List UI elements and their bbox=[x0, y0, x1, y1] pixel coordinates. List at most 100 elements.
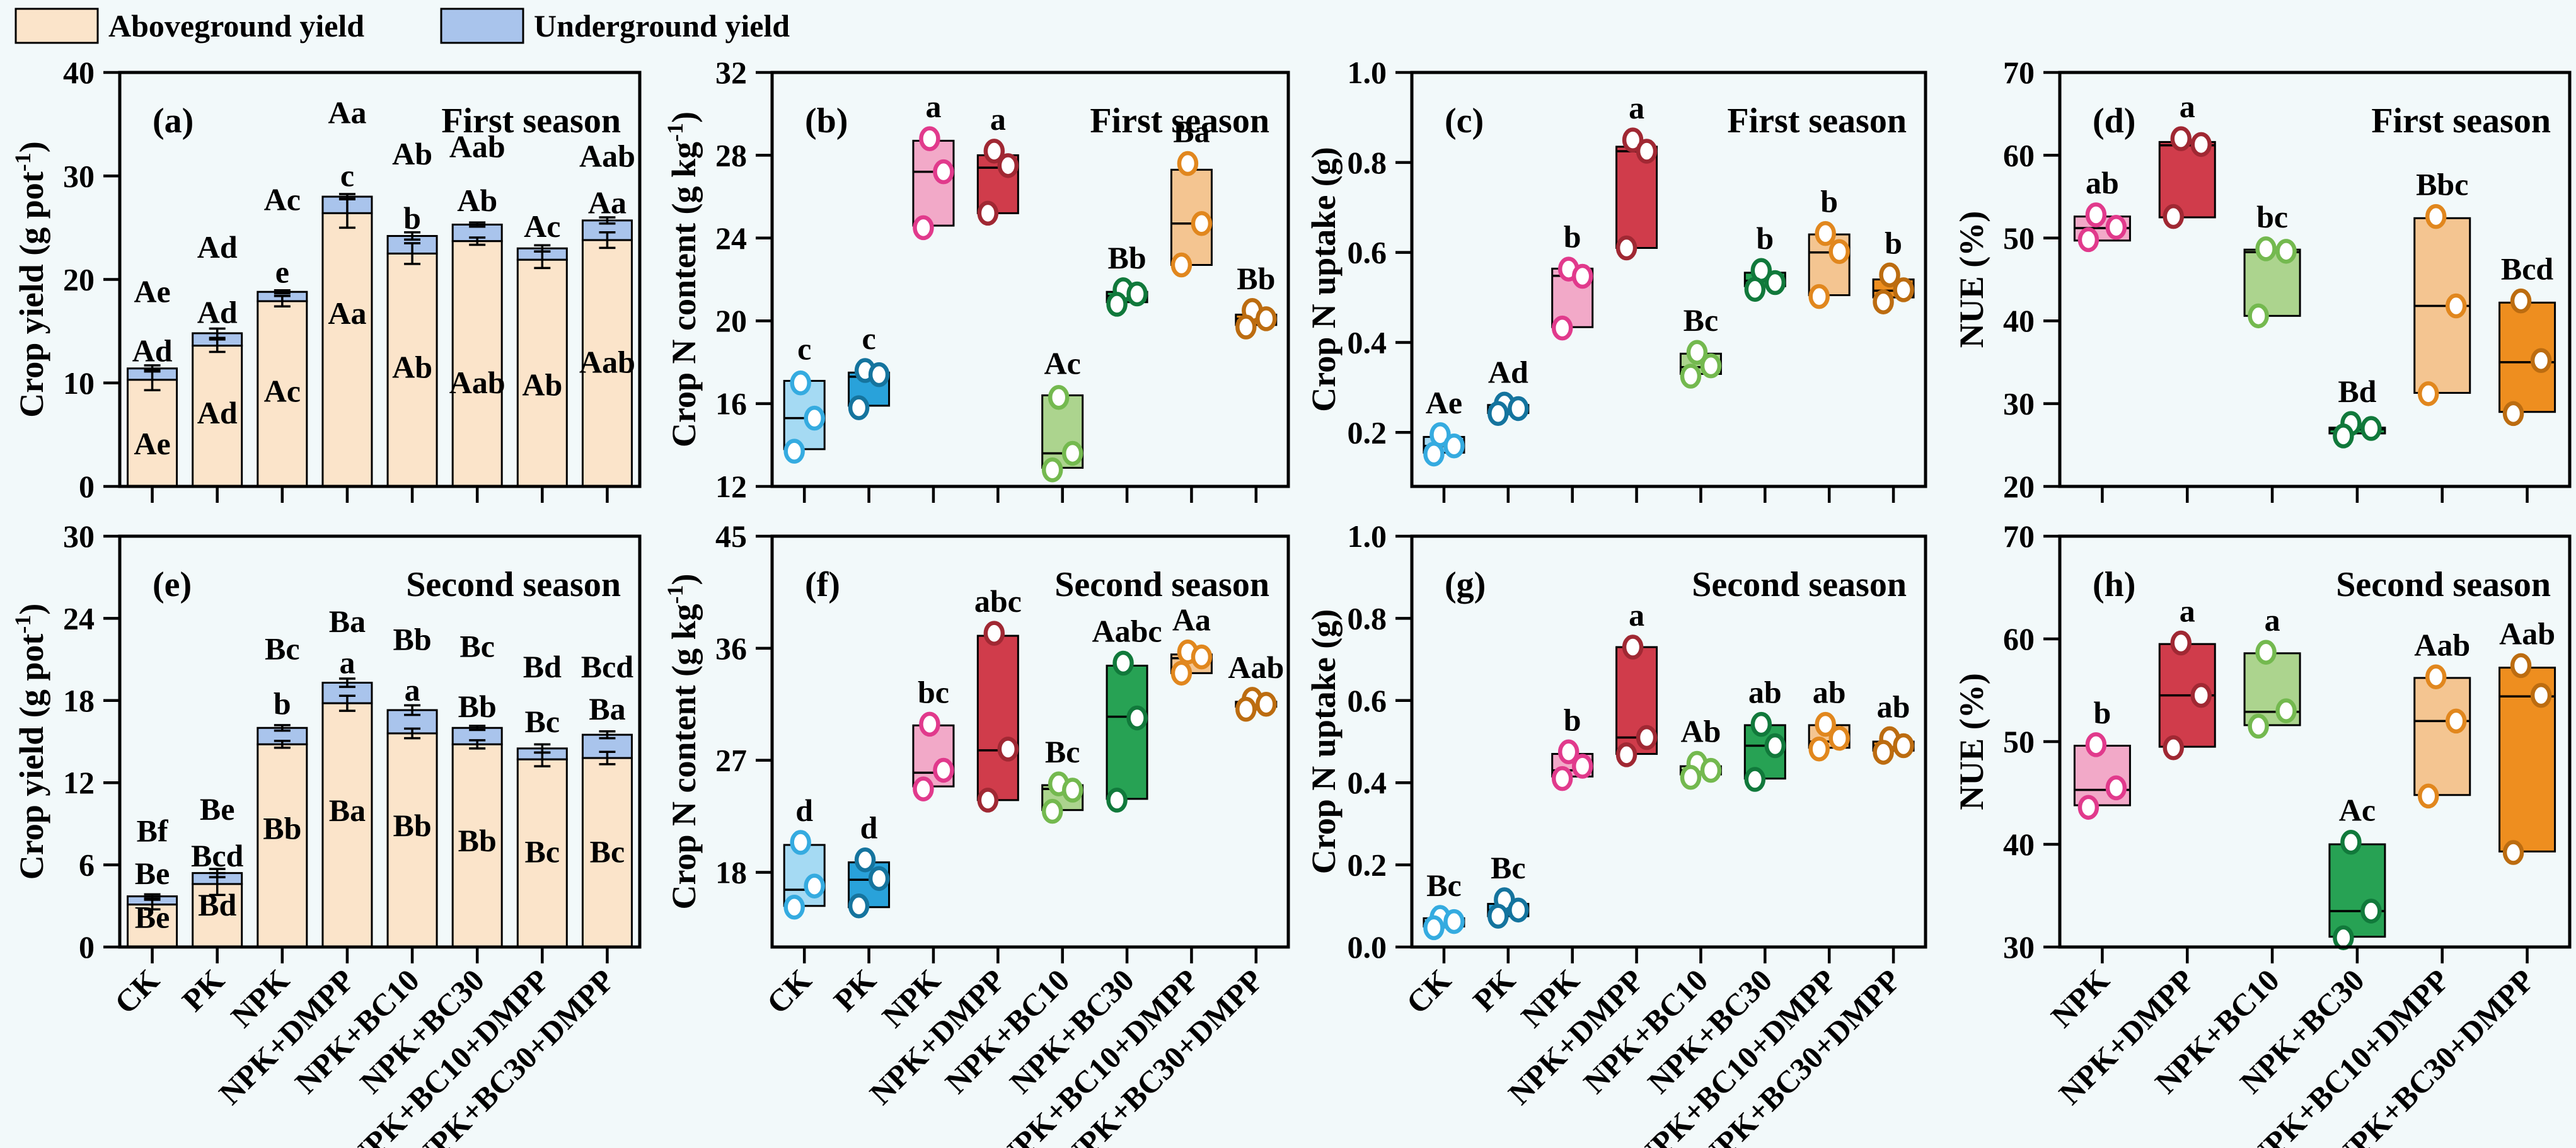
bar-aboveground bbox=[516, 258, 568, 488]
data-point bbox=[1700, 757, 1722, 783]
sig-label-inside: Bd bbox=[198, 887, 236, 922]
season-label: Second season bbox=[1692, 565, 1907, 604]
data-point bbox=[1808, 736, 1830, 762]
x-tick-label: CK bbox=[1399, 962, 1458, 1021]
data-point bbox=[2510, 653, 2532, 679]
data-point bbox=[1235, 314, 1257, 340]
data-point bbox=[2190, 132, 2212, 158]
data-point bbox=[1423, 915, 1445, 941]
y-tick-label: 0 bbox=[79, 469, 95, 504]
panel-letter: (e) bbox=[153, 565, 192, 604]
x-tick-label: NPK bbox=[2044, 962, 2116, 1034]
data-point bbox=[1106, 788, 1128, 813]
panel-letter: (d) bbox=[2093, 101, 2135, 141]
data-point bbox=[2425, 664, 2447, 690]
season-label: First season bbox=[441, 101, 621, 141]
y-axis-label: NUE (%) bbox=[1953, 211, 1990, 348]
panel-letter: (a) bbox=[153, 101, 193, 141]
panel-letter: (c) bbox=[1445, 101, 1484, 141]
sig-label-low: c bbox=[340, 158, 354, 193]
y-axis-label-text: Crop yield (g pot bbox=[13, 171, 50, 418]
data-point bbox=[1686, 340, 1708, 365]
data-point bbox=[783, 439, 805, 464]
y-axis-label: Crop yield (g pot-1) bbox=[10, 141, 50, 418]
data-point bbox=[1815, 711, 1836, 737]
y-tick-label: 30 bbox=[2003, 386, 2035, 422]
y-axis-label-sup: -1 bbox=[662, 123, 688, 142]
y-tick-label: 30 bbox=[2003, 929, 2035, 965]
y-axis-label: Crop yield (g pot-1) bbox=[10, 604, 50, 880]
data-point bbox=[2248, 713, 2269, 739]
plot-frame bbox=[770, 71, 1290, 488]
y-axis-label: Crop N uptake (g) bbox=[1305, 147, 1343, 412]
data-point bbox=[2105, 775, 2127, 801]
data-point bbox=[790, 830, 811, 855]
y-tick-label: 1.0 bbox=[1348, 519, 1387, 554]
sig-label-low: Ad bbox=[197, 294, 238, 330]
sig-label-high: Aab bbox=[449, 129, 505, 164]
bar-aboveground bbox=[321, 212, 373, 488]
data-point bbox=[1256, 306, 1277, 331]
sig-label-low: Ba bbox=[589, 691, 625, 726]
box-sig-label: Bc bbox=[1426, 868, 1462, 903]
sig-label-inside: Ab bbox=[522, 367, 562, 402]
data-point bbox=[1443, 909, 1465, 934]
sig-label-inside: Ac bbox=[264, 373, 301, 408]
box-sig-label: Bbc bbox=[2416, 167, 2468, 202]
sig-label-inside: Ab bbox=[392, 350, 432, 385]
sig-label-low: Ac bbox=[524, 209, 560, 244]
data-point bbox=[1680, 364, 1702, 389]
data-point bbox=[2502, 840, 2524, 865]
box-sig-label: c bbox=[797, 331, 811, 366]
box bbox=[976, 634, 1019, 801]
box-sig-label: b bbox=[1756, 221, 1774, 256]
box-sig-label: a bbox=[2265, 602, 2280, 638]
box-sig-label: d bbox=[795, 793, 813, 828]
sig-label-inside: Aab bbox=[579, 344, 635, 379]
data-point bbox=[1061, 778, 1083, 803]
data-point bbox=[2360, 416, 2382, 441]
y-tick-label: 36 bbox=[715, 631, 747, 666]
error-bar bbox=[144, 364, 161, 373]
y-tick-label: 6 bbox=[79, 847, 95, 883]
data-point bbox=[848, 893, 870, 919]
data-point bbox=[2360, 898, 2382, 924]
y-axis-label-sup: -1 bbox=[662, 585, 688, 604]
data-point bbox=[868, 362, 890, 387]
sig-label-low: Bcd bbox=[191, 838, 244, 873]
error-bar bbox=[274, 289, 291, 295]
plot-frame bbox=[1410, 534, 1927, 949]
plot-frame bbox=[2058, 71, 2572, 488]
data-point bbox=[804, 873, 825, 898]
data-point bbox=[2418, 381, 2439, 406]
panel-letter: (h) bbox=[2093, 565, 2135, 604]
sig-label-high: Be bbox=[200, 791, 235, 827]
y-tick-label: 40 bbox=[2003, 303, 2035, 338]
box-sig-label: Bc bbox=[1684, 302, 1719, 338]
sig-label-inside: Ba bbox=[329, 793, 366, 828]
sig-label-low: e bbox=[275, 254, 289, 289]
box bbox=[2413, 677, 2471, 796]
y-axis-label-text: Crop N content (g kg bbox=[665, 604, 703, 909]
data-point bbox=[2170, 126, 2192, 151]
box-sig-label: ab bbox=[2086, 165, 2119, 200]
y-tick-label: 24 bbox=[63, 600, 95, 636]
data-point bbox=[977, 788, 999, 813]
bar-aboveground bbox=[451, 240, 503, 488]
y-axis-label-text: NUE (%) bbox=[1953, 673, 1990, 810]
box-sig-label: Ac bbox=[1044, 345, 1081, 381]
box-sig-label: Ac bbox=[2339, 793, 2376, 828]
data-point bbox=[2510, 288, 2532, 314]
data-point bbox=[1170, 660, 1193, 686]
box-sig-label: Bd bbox=[2338, 374, 2376, 409]
panel-b: c c a a Ac Bb Ba Bb 12 16 20 24 28 32 (b) First season C… bbox=[662, 55, 1290, 504]
bar-aboveground bbox=[581, 239, 633, 488]
data-point bbox=[2105, 214, 2127, 240]
box bbox=[1615, 146, 1658, 250]
y-tick-label: 0 bbox=[79, 929, 95, 965]
y-axis-label-post: ) bbox=[13, 604, 50, 615]
data-point bbox=[1893, 277, 1914, 302]
error-bar bbox=[338, 193, 355, 200]
